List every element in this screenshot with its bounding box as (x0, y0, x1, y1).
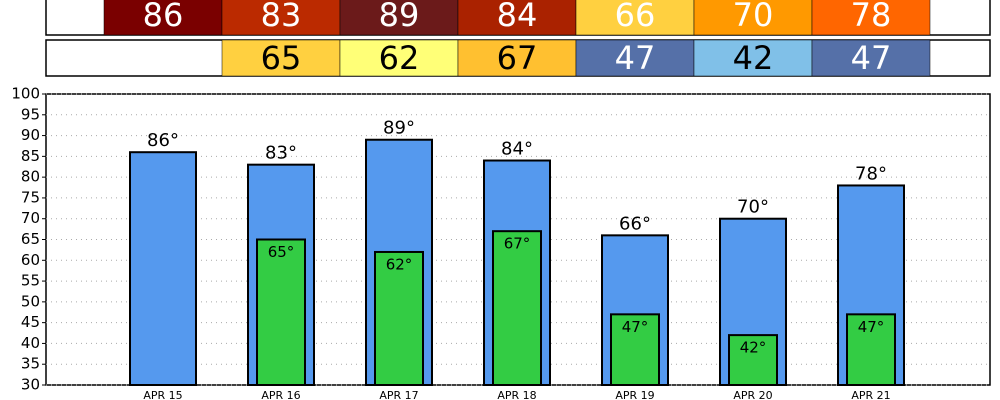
strip-cell (339, 0, 459, 36)
strip-cell (693, 39, 813, 77)
strip-cell (575, 0, 695, 36)
y-tick-label: 30 (21, 376, 40, 394)
strip-cell (103, 0, 223, 36)
strip-value: 62 (379, 39, 420, 77)
strip-value: 67 (497, 39, 538, 77)
strip-value: 84 (497, 0, 538, 34)
strip-value: 70 (733, 0, 774, 34)
x-tick-label: APR 19 (615, 389, 654, 400)
value-label: 89° (383, 118, 415, 139)
bar (256, 238, 306, 386)
strip-value: 47 (615, 39, 656, 77)
strip-value: 83 (261, 0, 302, 34)
value-label: 65° (268, 243, 295, 261)
value-label: 78° (855, 163, 887, 184)
value-label: 42° (740, 339, 767, 357)
x-tick-label: APR 16 (261, 389, 300, 400)
value-label: 70° (737, 197, 769, 218)
value-label: 67° (504, 235, 531, 253)
strip-value: 65 (261, 39, 302, 77)
y-tick-label: 65 (21, 230, 40, 248)
strip-value: 86 (143, 0, 184, 34)
y-tick-label: 85 (21, 147, 40, 165)
y-tick-label: 35 (21, 355, 40, 373)
strip-value: 47 (851, 39, 892, 77)
bar (129, 151, 197, 386)
x-tick-label: APR 21 (851, 389, 890, 400)
strip-cell (457, 39, 577, 77)
bar (492, 230, 542, 386)
value-label: 62° (386, 255, 413, 273)
x-tick-label: APR 15 (143, 389, 182, 400)
bar (610, 313, 660, 387)
bar (728, 334, 778, 387)
x-tick-label: APR 17 (379, 389, 418, 400)
strip-cell (339, 39, 459, 77)
strip-value: 66 (615, 0, 656, 34)
value-label: 47° (858, 318, 885, 336)
value-label: 66° (619, 213, 651, 234)
y-tick-label: 80 (21, 168, 40, 186)
y-tick-label: 45 (21, 313, 40, 331)
value-label: 47° (622, 318, 649, 336)
strip-cell (221, 39, 341, 77)
strip-value: 78 (851, 0, 892, 34)
bar (846, 313, 896, 387)
x-tick-label: APR 18 (497, 389, 536, 400)
y-tick-label: 95 (21, 105, 40, 123)
value-label: 86° (147, 130, 179, 151)
y-tick-label: 75 (21, 188, 40, 206)
strip-cell (811, 39, 931, 77)
strip-cell (693, 0, 813, 36)
y-tick-label: 40 (21, 334, 40, 352)
y-tick-label: 55 (21, 272, 40, 290)
y-tick-label: 100 (11, 85, 40, 103)
y-tick-label: 90 (21, 126, 40, 144)
value-label: 84° (501, 139, 533, 160)
strip-value: 42 (733, 39, 774, 77)
y-tick-label: 50 (21, 292, 40, 310)
bar (374, 250, 424, 386)
strip-cell (811, 0, 931, 36)
strip-value: 89 (379, 0, 420, 34)
strip-cell (457, 0, 577, 36)
value-label: 83° (265, 143, 297, 164)
strip-cell (575, 39, 695, 77)
y-tick-label: 70 (21, 209, 40, 227)
x-tick-label: APR 20 (733, 389, 772, 400)
y-tick-label: 60 (21, 251, 40, 269)
